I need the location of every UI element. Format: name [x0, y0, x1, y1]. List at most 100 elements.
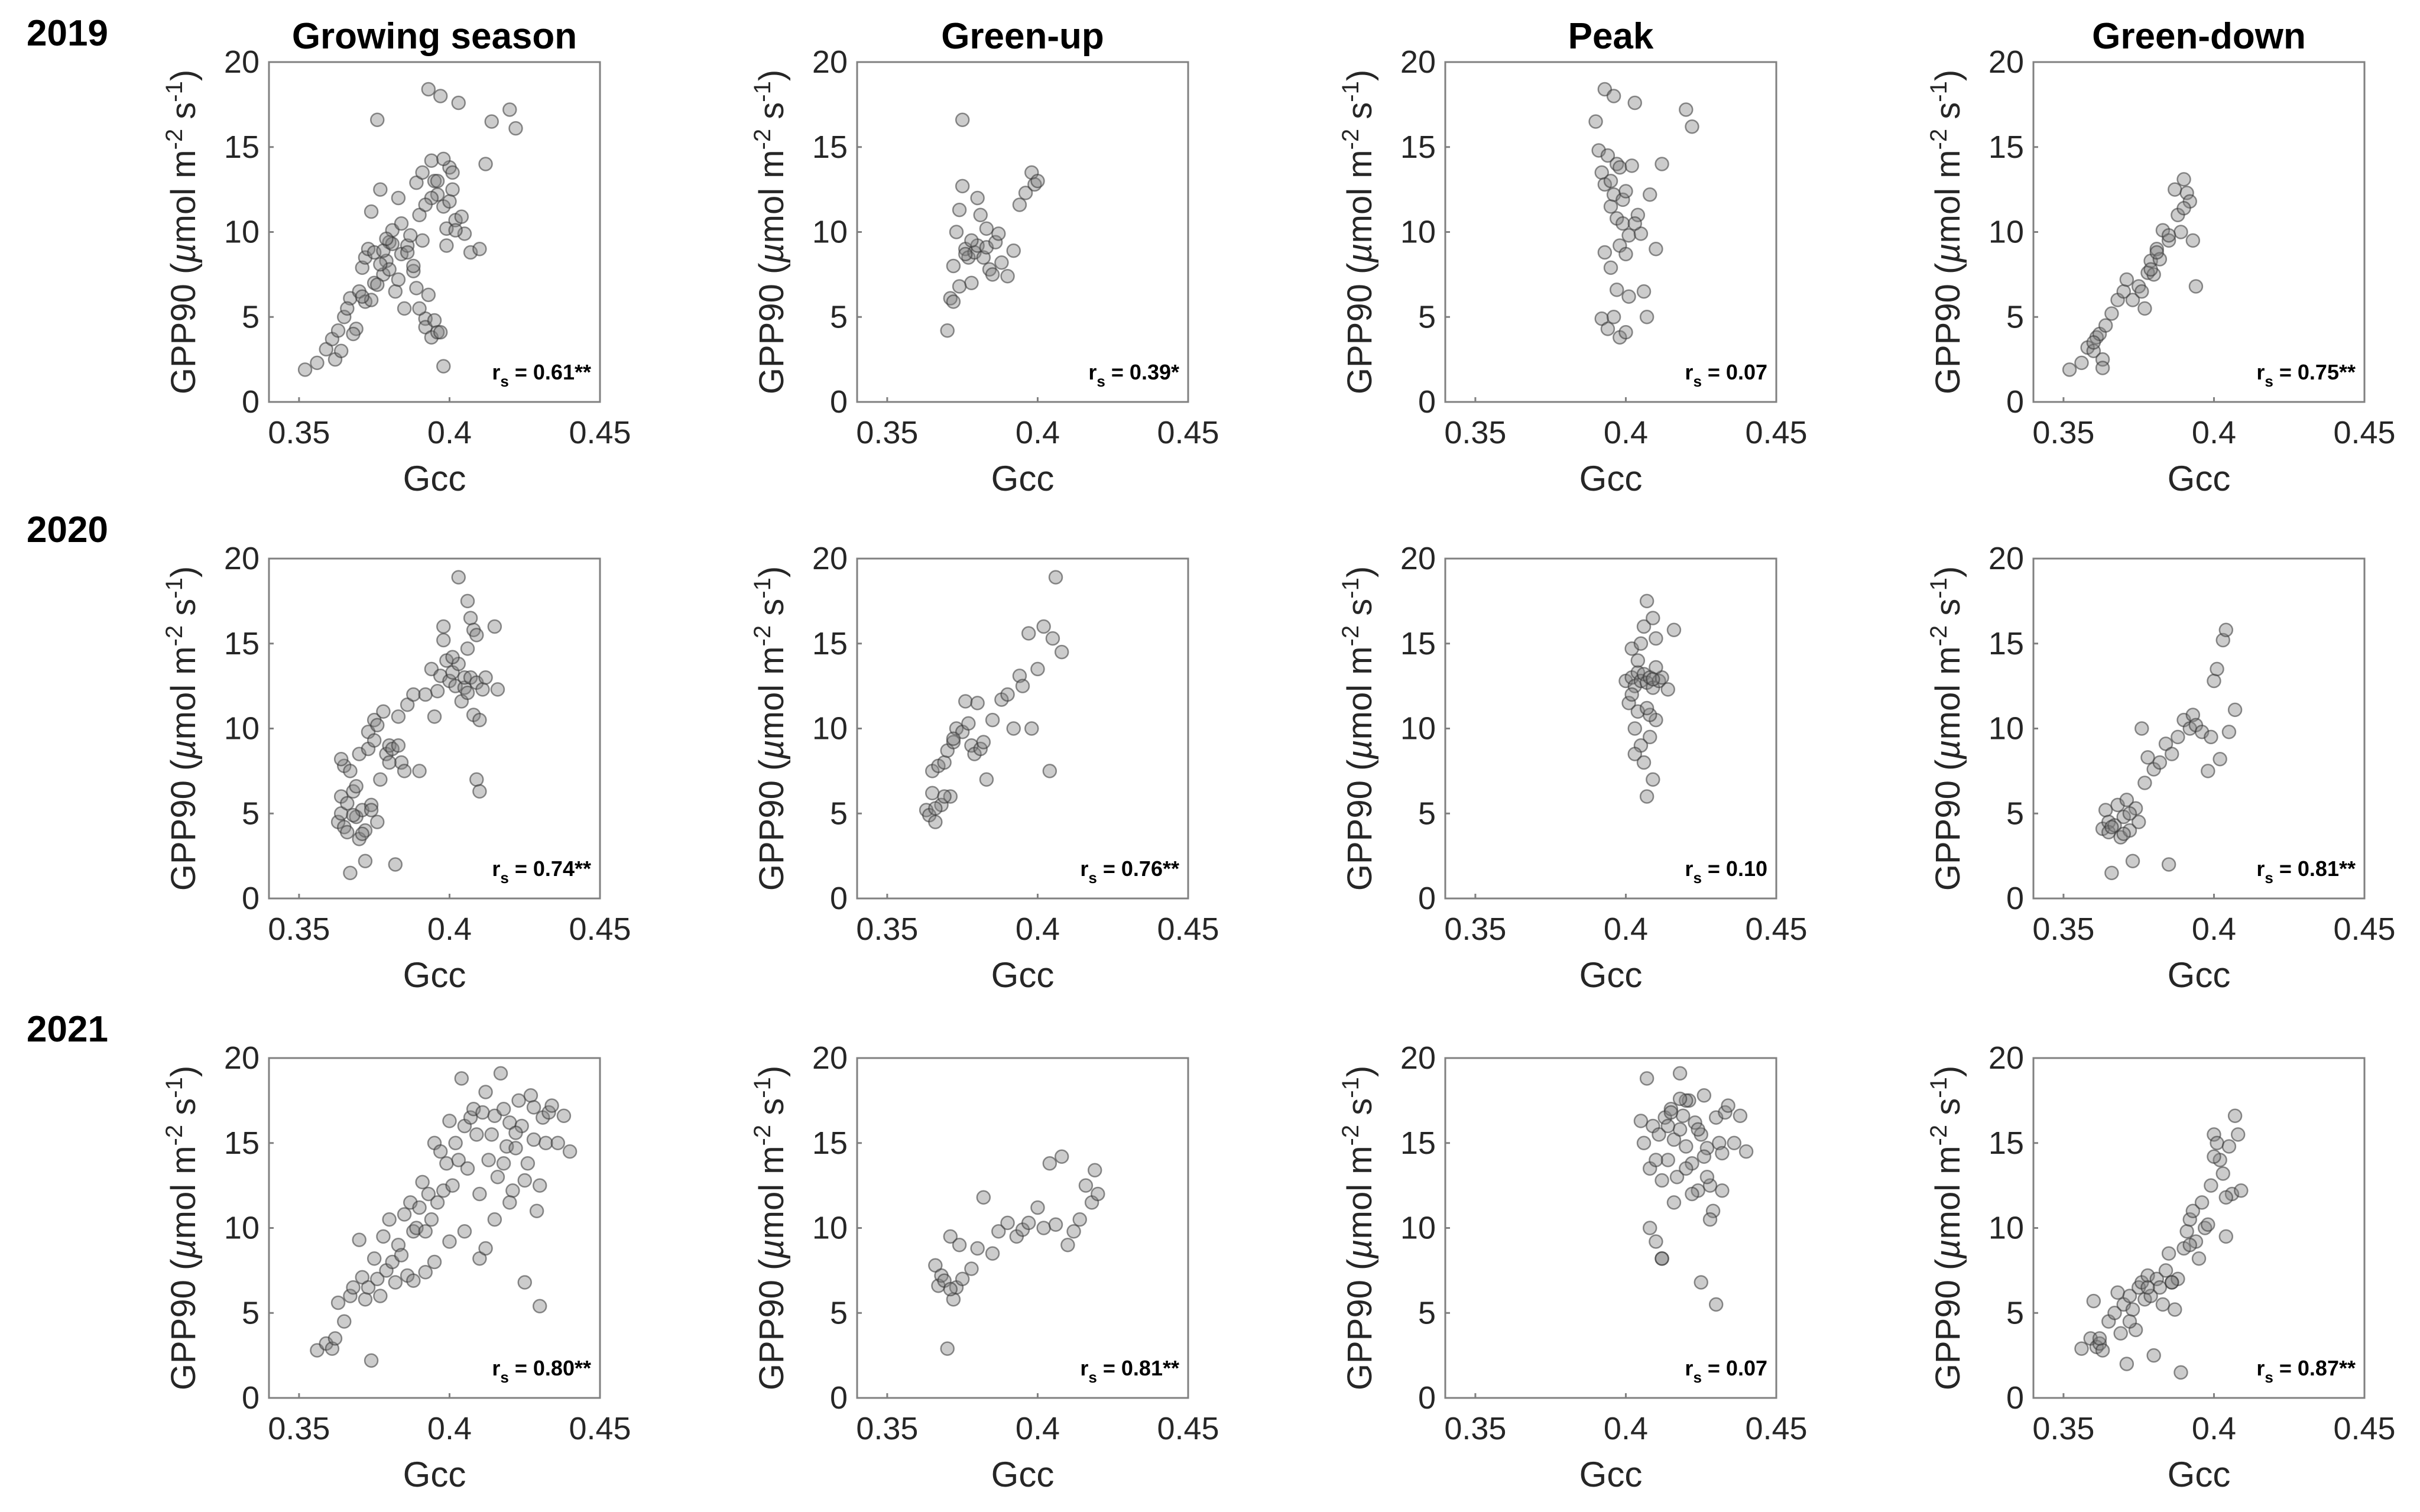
data-point	[520, 1156, 536, 1171]
data-point	[1609, 283, 1624, 297]
y-axis-label: GPP90 (µmol m-2 s-1)	[161, 1066, 203, 1390]
data-point	[340, 796, 355, 811]
data-point	[511, 1093, 526, 1108]
data-point	[487, 1212, 502, 1227]
data-point	[442, 1234, 457, 1249]
y-tick-label: 5	[2006, 299, 2024, 335]
data-point	[2221, 725, 2237, 739]
y-tick-label: 20	[224, 541, 259, 576]
data-point	[418, 687, 433, 702]
data-point	[391, 190, 406, 206]
data-point	[1655, 1251, 1669, 1266]
data-point	[415, 233, 430, 248]
data-point	[2207, 1149, 2221, 1164]
data-point	[2113, 1326, 2128, 1341]
data-point	[1618, 325, 1633, 340]
data-point	[1078, 1178, 1094, 1193]
x-tick-label: 0.4	[2192, 1411, 2236, 1446]
data-point	[460, 593, 475, 609]
data-point	[421, 1186, 436, 1202]
y-tick-label: 5	[2006, 1295, 2024, 1331]
x-tick-label: 0.45	[569, 1411, 631, 1446]
y-tick-label: 10	[812, 1211, 848, 1246]
data-point	[1030, 174, 1045, 189]
data-point	[478, 1085, 493, 1099]
y-tick-label: 10	[1988, 711, 2024, 747]
data-point	[1702, 1178, 1718, 1193]
x-tick-label: 0.35	[268, 415, 330, 450]
data-point	[469, 772, 484, 787]
data-point	[1600, 322, 1616, 336]
data-point	[403, 228, 418, 243]
axes-box	[1444, 557, 1777, 900]
data-point	[1705, 1203, 1721, 1218]
data-point	[2146, 1348, 2161, 1363]
data-point	[333, 343, 349, 358]
data-point	[445, 650, 460, 664]
data-point	[1679, 1161, 1694, 1176]
data-point	[970, 696, 985, 710]
data-point	[1721, 1098, 1735, 1113]
panel-2021-peak: 0 5 10 15 20 0.35 0.4 0.45 Gcc GPP90 (µmol m-2 s-…	[1338, 1040, 1808, 1494]
y-tick-label: 10	[1988, 1211, 2024, 1246]
data-point	[964, 233, 979, 248]
data-point	[532, 1178, 547, 1193]
data-point	[1633, 636, 1649, 651]
data-point	[409, 281, 424, 296]
data-point	[1636, 284, 1652, 299]
data-point	[442, 194, 457, 209]
data-point	[2161, 1246, 2176, 1261]
data-point	[1636, 1135, 1652, 1150]
data-point	[2204, 729, 2218, 745]
correlation-annotation: rs = 0.75**	[2256, 360, 2356, 390]
data-point	[373, 772, 388, 787]
data-point	[2104, 865, 2119, 881]
data-point	[2086, 1293, 2101, 1309]
data-point	[2218, 622, 2234, 637]
data-point	[1087, 1163, 1102, 1177]
axes-box	[1444, 61, 1777, 403]
data-point	[928, 815, 943, 829]
data-point	[994, 255, 1009, 270]
data-point	[436, 632, 451, 648]
x-tick-label: 0.4	[1604, 911, 1648, 947]
y-tick-label: 0	[830, 881, 848, 916]
data-point	[412, 301, 427, 316]
data-point	[2074, 355, 2089, 371]
data-point	[2194, 1195, 2210, 1210]
data-point	[388, 1275, 403, 1290]
data-point	[430, 684, 445, 699]
data-point	[1048, 1217, 1063, 1232]
data-point	[448, 223, 463, 238]
data-point	[2218, 1229, 2234, 1244]
data-point	[2095, 1343, 2110, 1358]
data-point	[2119, 272, 2134, 287]
data-point	[1042, 1156, 1057, 1171]
correlation-annotation: rs = 0.87**	[2256, 1356, 2356, 1386]
data-point	[472, 1186, 487, 1202]
data-point	[358, 854, 373, 868]
x-axis-label: Gcc	[2168, 459, 2231, 498]
data-point	[2125, 1302, 2140, 1317]
data-point	[2131, 815, 2146, 829]
data-point	[490, 1170, 505, 1185]
data-point	[388, 284, 403, 299]
y-tick-label: 20	[812, 1040, 848, 1076]
data-point	[1000, 1215, 1015, 1231]
x-tick-label: 0.4	[427, 415, 472, 450]
y-tick-label: 20	[1400, 1040, 1436, 1076]
data-point	[1649, 1234, 1663, 1249]
data-point	[346, 326, 361, 342]
panel-2020-peak: 0 5 10 15 20 0.35 0.4 0.45 Gcc GPP90 (µmol m-2 s-…	[1338, 541, 1808, 995]
y-axis-label: GPP90 (µmol m-2 s-1)	[750, 70, 791, 394]
data-point	[364, 204, 379, 219]
y-tick-label: 10	[1400, 215, 1436, 250]
data-point	[2095, 361, 2110, 375]
x-tick-label: 0.4	[1604, 1411, 1648, 1446]
data-point	[2149, 1271, 2164, 1286]
data-point	[343, 1289, 358, 1303]
x-tick-label: 0.45	[2333, 415, 2395, 450]
data-point	[439, 238, 454, 253]
data-point	[943, 1229, 958, 1244]
data-point	[985, 712, 1000, 728]
